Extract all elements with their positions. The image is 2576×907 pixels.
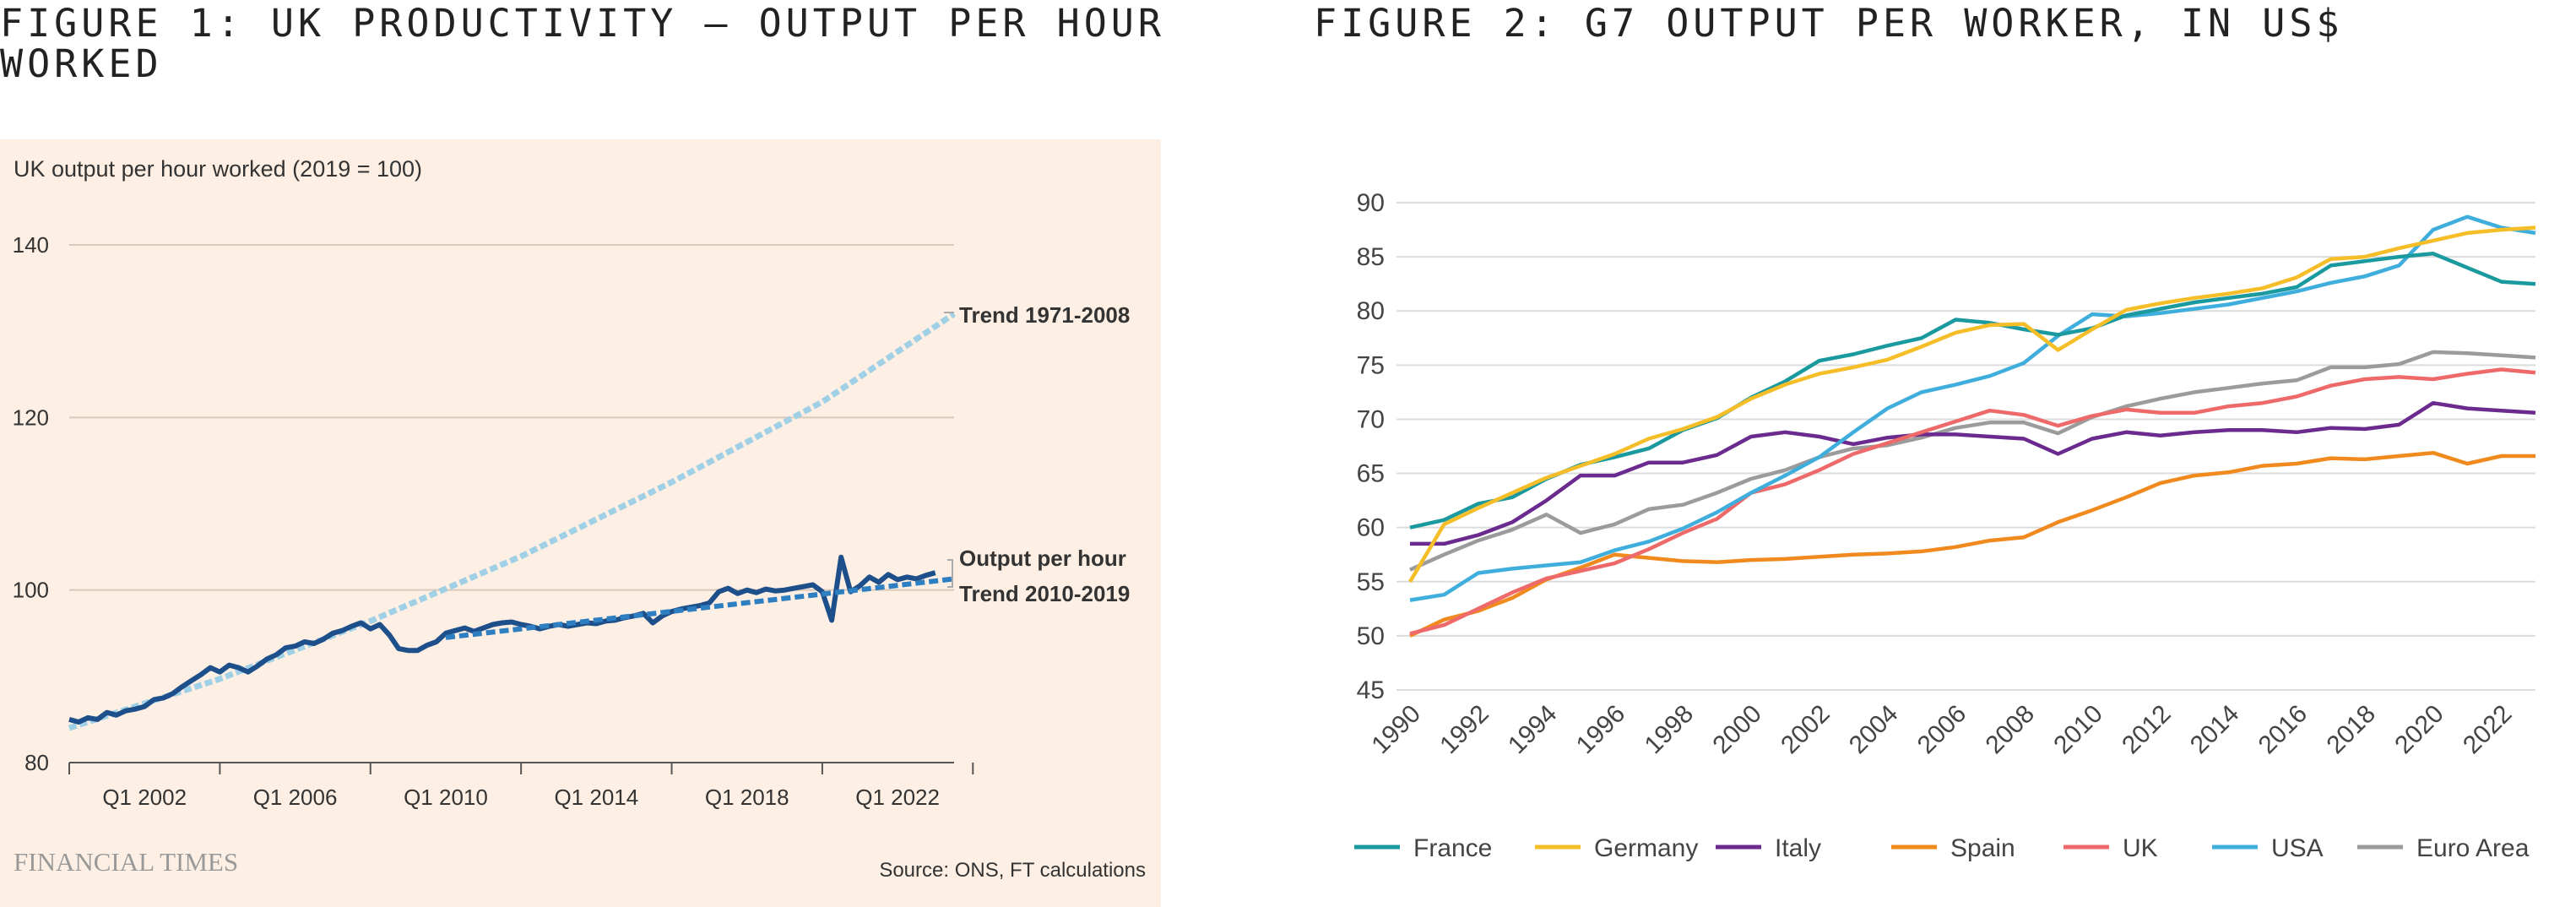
y-tick-label: 80	[24, 750, 49, 775]
x-tick-label: 2018	[2321, 700, 2381, 760]
x-tick-label: 2002	[1776, 700, 1836, 760]
series-italy	[1410, 400, 2536, 546]
x-tick-label: 2010	[2048, 700, 2108, 760]
x-axis-tick-labels: 1990 1992 1994 1996 1998 2000 2002 2004 2006 2008…	[1366, 700, 2517, 760]
financial-times-logo: FINANCIAL TIMES	[14, 847, 238, 877]
x-tick-label: 2016	[2253, 700, 2313, 760]
y-tick-label: 55	[1357, 568, 1385, 596]
x-tick-label: Q1 2006	[253, 785, 338, 810]
series-trend-2010-2019	[445, 576, 955, 640]
legend-item-spain: Spain	[1891, 834, 2015, 862]
y-tick-label: 140	[13, 232, 49, 258]
series-germany	[1408, 225, 2536, 583]
x-tick-label: Q1 2018	[705, 785, 789, 810]
x-tick-label: Q1 2010	[404, 785, 488, 810]
x-tick-label: Q1 2022	[855, 785, 940, 810]
series-lines	[1408, 215, 2536, 638]
annotations: Trend 1971-2008 Output per hour Trend 20…	[944, 302, 1130, 606]
y-tick-label: 50	[1357, 622, 1385, 650]
figure-1-chart: UK output per hour worked (2019 = 100) 8…	[13, 156, 1146, 882]
x-tick-label: 1994	[1503, 700, 1563, 760]
series-spain	[1409, 450, 2535, 638]
series-france	[1409, 252, 2536, 530]
figure-2-chart: 45 50 55 60 65 70 75 80 85 90 1990 1992 1994 1996 199…	[1354, 189, 2536, 862]
legend-label: Germany	[1594, 834, 1698, 862]
x-tick-label: 2000	[1707, 700, 1767, 760]
x-tick-label: Q1 2002	[102, 785, 187, 810]
legend-item-euro-area: Euro Area	[2357, 834, 2530, 862]
x-tick-label: 1992	[1434, 700, 1494, 760]
y-tick-label: 90	[1357, 189, 1385, 217]
annotation-trend-1971-2008: Trend 1971-2008	[959, 302, 1130, 328]
x-tick-label: 2006	[1912, 700, 1972, 760]
y-tick-label: 120	[13, 405, 49, 430]
figure-1-heading: FIGURE 1: UK PRODUCTIVITY – OUTPUT PER H…	[0, 1, 1165, 86]
y-tick-label: 85	[1357, 243, 1385, 271]
y-axis-tick-labels: 45 50 55 60 65 70 75 80 85 90	[1357, 189, 1385, 704]
legend-label: Italy	[1775, 834, 1821, 862]
chart-title: UK output per hour worked (2019 = 100)	[14, 156, 422, 182]
x-tick-label: Q1 2014	[554, 785, 638, 810]
x-tick-label: 1998	[1640, 700, 1700, 760]
annotation-output-per-hour: Output per hour	[959, 546, 1126, 571]
source-note: Source: ONS, FT calculations	[879, 859, 1146, 882]
x-axis: Q1 2002 Q1 2006 Q1 2010 Q1 2014 Q1 2018 Q1 20…	[68, 762, 974, 810]
legend-item-france: France	[1354, 834, 1492, 862]
legend-item-italy: Italy	[1716, 834, 1821, 862]
legend-item-usa: USA	[2212, 834, 2324, 862]
figure-2-chart-panel: 45 50 55 60 65 70 75 80 85 90 1990 1992 1994 1996 199…	[1314, 139, 2576, 907]
y-tick-label: 60	[1357, 514, 1385, 542]
y-tick-label: 70	[1357, 405, 1385, 433]
figure-1-chart-panel: UK output per hour worked (2019 = 100) 8…	[0, 139, 1161, 907]
x-tick-label: 1996	[1571, 700, 1631, 760]
legend-item-uk: UK	[2064, 834, 2158, 862]
x-tick-label: 1990	[1366, 700, 1426, 760]
series-usa	[1409, 215, 2536, 602]
x-tick-label: 2020	[2389, 700, 2449, 760]
x-tick-label: 2014	[2185, 700, 2245, 760]
legend-label: Spain	[1950, 834, 2015, 862]
annotation-trend-2010-2019: Trend 2010-2019	[959, 581, 1130, 606]
y-tick-label: 65	[1357, 460, 1385, 488]
legend-label: France	[1413, 834, 1492, 862]
y-tick-label: 80	[1357, 297, 1385, 325]
x-tick-label: 2022	[2458, 700, 2518, 760]
x-tick-label: 2004	[1844, 700, 1904, 760]
legend-label: UK	[2123, 834, 2158, 862]
y-tick-label: 100	[13, 578, 49, 603]
series-uk	[1409, 367, 2536, 636]
x-tick-label: 2008	[1981, 700, 2041, 760]
series-lines	[68, 311, 956, 731]
legend-label: Euro Area	[2416, 834, 2530, 862]
series-euro-area	[1409, 350, 2536, 572]
y-tick-label: 75	[1357, 351, 1385, 379]
x-tick-label: 2012	[2117, 700, 2177, 760]
series-output-per-hour	[68, 554, 936, 725]
legend-label: USA	[2271, 834, 2324, 862]
annotation-bracket	[947, 559, 953, 588]
legend: France Germany Italy Spain UK USA Euro Area	[1354, 834, 2530, 862]
legend-item-germany: Germany	[1535, 834, 1698, 862]
y-axis-tick-labels: 80 100 120 140	[13, 232, 49, 775]
series-trend-1971-2008	[68, 311, 956, 731]
figure-2-heading: FIGURE 2: G7 OUTPUT PER WORKER, IN US$	[1314, 1, 2344, 46]
gridlines	[69, 244, 954, 591]
y-tick-label: 45	[1357, 676, 1385, 704]
